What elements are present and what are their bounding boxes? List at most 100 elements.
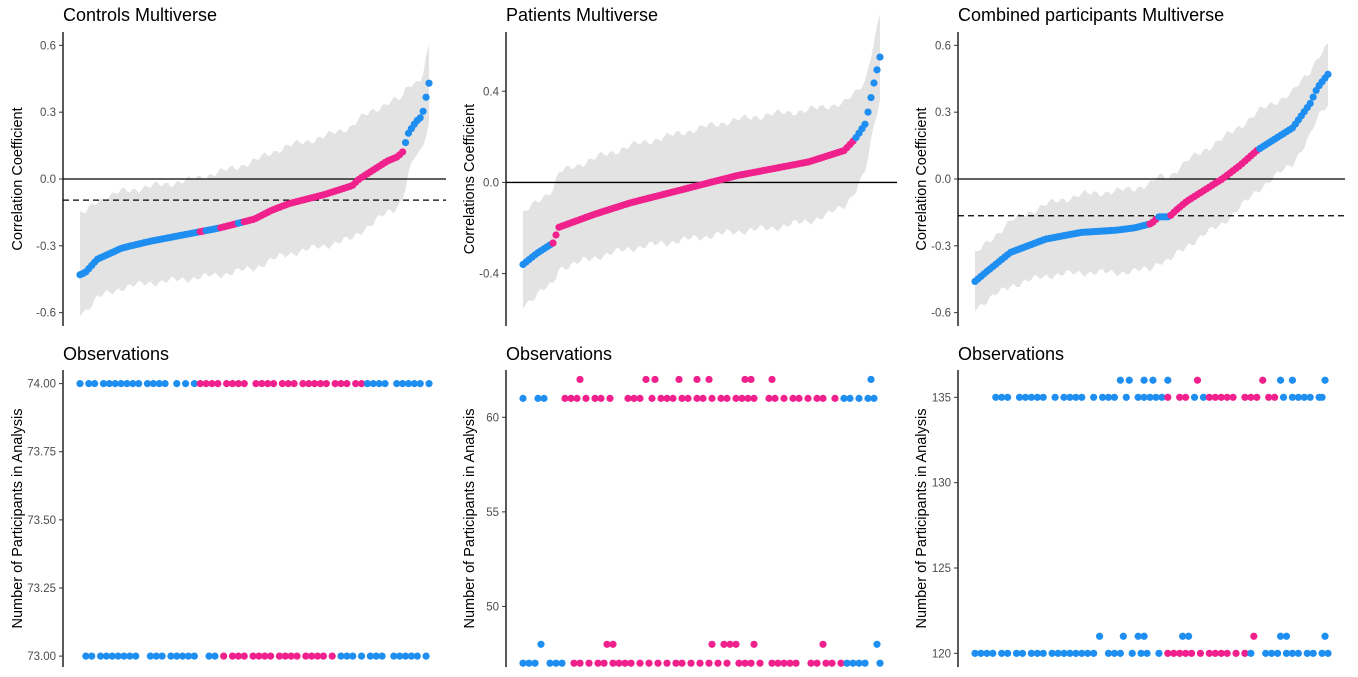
observation-point [366, 652, 374, 660]
observation-point [1282, 649, 1291, 657]
observation-point [792, 659, 800, 667]
observation-point [357, 380, 366, 388]
observation-point [1223, 649, 1231, 657]
y-axis-label: Correlations Coefficient [462, 104, 478, 254]
observation-point [642, 375, 650, 384]
y-tick-label: -0.6 [931, 308, 951, 320]
observation-point [1250, 632, 1258, 640]
observation-point [208, 380, 216, 388]
observation-point [744, 394, 752, 402]
observation-point [1205, 393, 1213, 401]
observation-point [1004, 393, 1012, 401]
observation-point [989, 649, 997, 657]
observation-point [278, 380, 286, 388]
observation-point [795, 394, 803, 402]
observation-point [1078, 393, 1086, 401]
observation-point [269, 380, 278, 388]
observation-point [181, 380, 190, 388]
y-axis-label: Correlation Coefficient [914, 107, 930, 250]
observation-point [228, 380, 237, 388]
observation-point [705, 659, 713, 667]
observation-point [1318, 393, 1326, 401]
observation-point [393, 380, 401, 388]
observation-point [687, 659, 695, 667]
observation-point [1027, 393, 1035, 401]
observation-point [1066, 393, 1074, 401]
observation-point [117, 380, 125, 388]
panel-combined_obs: Observations Number of Participants in An… [914, 344, 1332, 667]
observation-point [161, 380, 169, 388]
y-tick-label: 55 [486, 507, 499, 519]
observation-point [636, 659, 644, 667]
observation-point [1273, 649, 1282, 657]
panel-patients_obs: Observations Number of Participants in An… [462, 344, 884, 667]
observation-point [1211, 649, 1219, 657]
observation-point [228, 652, 237, 660]
observation-point [1060, 393, 1068, 401]
observation-point [1122, 393, 1130, 401]
observation-point [669, 394, 677, 402]
observation-point [1155, 649, 1163, 657]
observation-point [696, 659, 704, 667]
observation-point [675, 375, 683, 384]
data-point [876, 53, 884, 61]
observation-point [1066, 649, 1074, 657]
y-tick-label: 0.6 [935, 40, 951, 52]
observation-point [1271, 393, 1279, 401]
observation-point [786, 659, 794, 667]
observation-point [1090, 393, 1098, 401]
observation-point [1223, 393, 1231, 401]
observation-point [1104, 393, 1113, 401]
observation-point [1182, 393, 1190, 401]
observation-point [223, 380, 231, 388]
observation-point [1072, 649, 1080, 657]
observation-point [184, 652, 193, 660]
observation-point [708, 394, 716, 402]
observation-point [1199, 393, 1208, 401]
observation-point [220, 652, 228, 660]
observation-point [202, 380, 210, 388]
confidence-band [975, 43, 1328, 312]
observation-point [167, 652, 175, 660]
observation-point [1072, 393, 1080, 401]
observation-point [1134, 632, 1142, 640]
observation-point [1176, 649, 1184, 657]
observation-point [1110, 649, 1119, 657]
data-point [1306, 99, 1314, 108]
observation-point [717, 394, 725, 402]
observation-point [537, 640, 545, 648]
observation-point [135, 380, 143, 388]
observation-point [264, 380, 272, 388]
observation-point [126, 652, 134, 660]
observation-point [173, 380, 181, 388]
observation-point [576, 659, 584, 667]
observation-point [627, 659, 635, 667]
observation-point [732, 394, 740, 402]
observation-point [1170, 649, 1178, 657]
observation-point [723, 394, 731, 402]
observation-point [651, 375, 659, 384]
observation-point [594, 659, 602, 667]
observation-point [1054, 649, 1062, 657]
panel-title: Observations [63, 344, 169, 364]
observation-point [357, 652, 366, 660]
observation-point [349, 652, 357, 660]
observation-point [96, 652, 105, 660]
observation-point [82, 652, 90, 660]
observation-point [287, 652, 295, 660]
observation-point [1259, 376, 1267, 384]
observation-point [1143, 649, 1151, 657]
observation-point [1021, 393, 1030, 401]
observation-point [558, 659, 566, 667]
observation-point [1324, 649, 1332, 657]
observation-point [1090, 649, 1098, 657]
observation-point [1276, 376, 1285, 384]
y-axis-label: Number of Participants in Analysis [462, 408, 478, 628]
observation-point [846, 394, 854, 402]
observation-point [1119, 632, 1127, 640]
observation-point [1140, 632, 1148, 640]
observation-point [308, 652, 316, 660]
observation-point [1125, 376, 1133, 384]
observation-point [519, 659, 527, 667]
observation-point [977, 649, 985, 657]
